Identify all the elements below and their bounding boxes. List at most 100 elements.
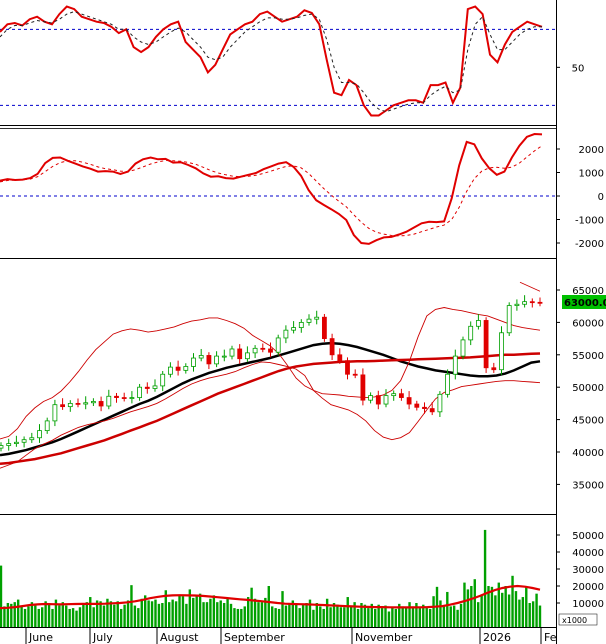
volume-bar (452, 605, 456, 627)
candle-body (244, 352, 250, 360)
bollinger-upper-band-end (519, 281, 541, 292)
candle-body (198, 355, 204, 359)
candle-body (175, 366, 181, 371)
volume-bar (47, 604, 51, 627)
volume-y-tick-label: 20000 (572, 582, 604, 593)
volume-bar (511, 575, 514, 627)
candle-body (37, 430, 42, 439)
candle-body (268, 348, 273, 353)
candle-body (191, 357, 196, 367)
candle-body (13, 441, 19, 444)
volume-bar (298, 608, 301, 627)
volume-bar (380, 608, 384, 627)
volume-bar (0, 565, 3, 627)
volume-panel: 50000 40000 30000 20000 10000 (0, 529, 604, 627)
volume-bar (339, 607, 343, 627)
ma-black-line (0, 341, 541, 457)
volume-bar (260, 602, 264, 627)
volume-bar (89, 597, 92, 627)
candle-body (414, 403, 420, 408)
volume-bar (216, 602, 219, 627)
macd-y-tick-label: 0 (598, 192, 604, 203)
candle-body (352, 373, 358, 376)
candle-body (129, 397, 135, 399)
volume-bar (44, 601, 47, 627)
candle-body (475, 320, 481, 327)
volume-bar (301, 604, 305, 627)
volume-bar (521, 597, 525, 627)
volume-bar (446, 591, 449, 627)
candle-body (537, 301, 543, 304)
volume-bar (353, 602, 356, 627)
volume-bar (164, 590, 167, 627)
macd-y-tick-label: 2000 (579, 145, 604, 156)
macd-y-tick-label: -2000 (575, 239, 604, 250)
candle-body (114, 395, 119, 398)
candle-body (167, 366, 173, 375)
macd-line (0, 132, 543, 245)
volume-bar (439, 600, 442, 627)
candle-body (221, 355, 227, 358)
volume-bar (322, 608, 325, 627)
volume-bar (126, 600, 130, 627)
volume-bar (68, 608, 71, 627)
candle-body (499, 332, 504, 371)
volume-bar (140, 598, 143, 627)
candle-body (422, 406, 427, 409)
volume-bar (240, 608, 243, 627)
current-price-tag-bg (562, 295, 606, 309)
candle-body (52, 404, 58, 422)
candle-body (298, 321, 304, 328)
price-y-tick-label: 35000 (572, 480, 604, 491)
rsi-line (0, 5, 543, 117)
volume-bar (501, 592, 504, 627)
candle-body (6, 443, 12, 446)
candle-body (275, 337, 281, 353)
volume-bar (284, 605, 288, 627)
volume-bar (370, 603, 373, 627)
candle-body (229, 348, 235, 357)
volume-bar (147, 600, 150, 627)
candle-body (483, 320, 489, 369)
volume-bar (343, 607, 346, 627)
candle-body (452, 355, 458, 375)
volume-bar (71, 608, 75, 627)
volume-bar (473, 579, 476, 627)
volume-bar (463, 582, 466, 627)
volume-bar (398, 603, 401, 627)
volume-y-tick-label: 10000 (572, 599, 604, 610)
volume-bar (504, 586, 507, 627)
volume-bar (387, 611, 391, 627)
candle-body (121, 397, 127, 399)
volume-bar (531, 601, 535, 627)
volume-bar (477, 602, 480, 627)
volume-bar (346, 597, 349, 627)
price-y-tick-label: 40000 (572, 448, 604, 459)
volume-bar (229, 603, 233, 627)
volume-bar (329, 607, 332, 627)
volume-bar (92, 607, 95, 627)
price-y-tick-label: 45000 (572, 416, 604, 427)
volume-bar (257, 602, 260, 627)
volume-bar (16, 599, 20, 627)
volume-bar (99, 601, 102, 627)
volume-bar (377, 604, 380, 627)
candle-body (160, 373, 166, 387)
volume-bar (133, 605, 137, 627)
month-label-september: September (224, 631, 285, 644)
volume-bar (123, 604, 126, 627)
volume-bar (418, 608, 422, 627)
volume-y-tick-label: 30000 (572, 565, 604, 576)
volume-bar (459, 603, 463, 627)
volume-bar (150, 601, 154, 627)
volume-bar (319, 606, 322, 627)
candle-body (152, 385, 158, 389)
candle-body (337, 354, 343, 362)
volume-bar (85, 602, 89, 627)
volume-bar (181, 596, 185, 627)
volume-y-tick-label: 40000 (572, 548, 604, 559)
volume-bar (202, 602, 205, 627)
candle-body (383, 395, 389, 405)
candle-body (514, 303, 520, 306)
